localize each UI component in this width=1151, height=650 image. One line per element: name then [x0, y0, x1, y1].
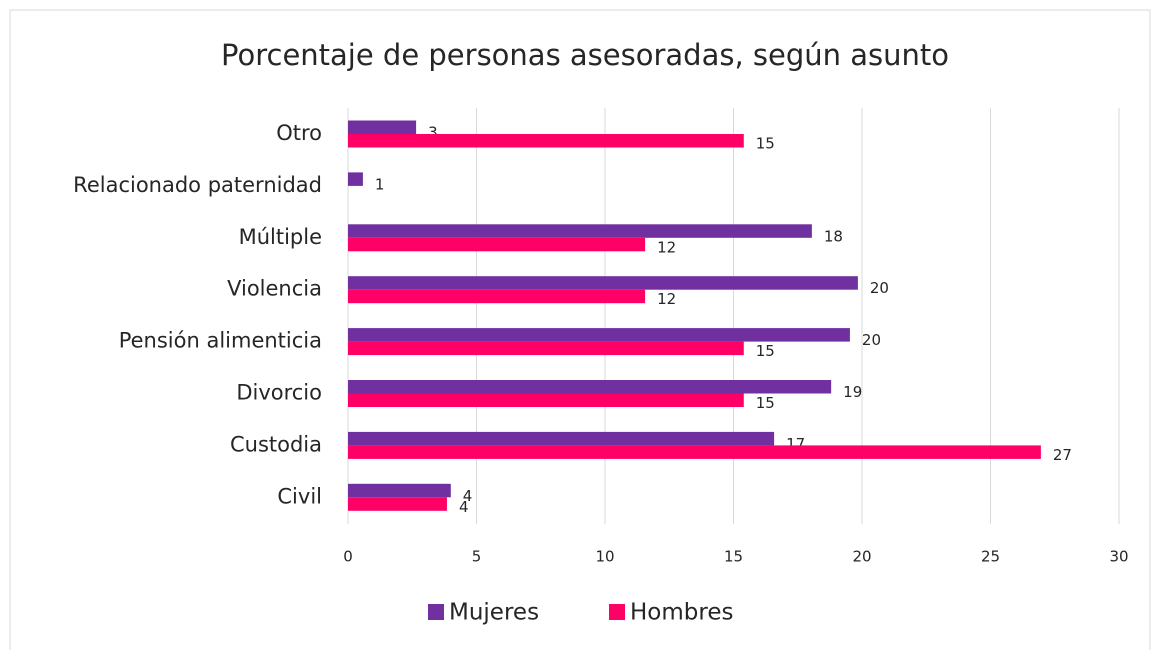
data-label: 20 — [870, 279, 889, 297]
legend-label: Hombres — [630, 600, 733, 626]
bar — [348, 237, 646, 252]
y-tick-label: Violencia — [227, 277, 322, 301]
data-label: 1 — [375, 175, 385, 193]
data-label: 12 — [657, 290, 676, 308]
bar — [348, 341, 744, 356]
data-label: 19 — [843, 383, 862, 401]
data-label: 27 — [1053, 446, 1072, 464]
bar — [348, 172, 363, 186]
y-tick-label: Custodia — [230, 432, 322, 456]
data-label: 4 — [463, 487, 473, 505]
bar — [348, 497, 447, 511]
bar — [348, 483, 451, 498]
data-label: 12 — [657, 238, 676, 256]
x-tick-label: 10 — [595, 548, 614, 566]
y-tick-label: Civil — [277, 484, 322, 508]
y-tick-label: Pensión alimenticia — [119, 329, 322, 353]
data-label: 15 — [756, 342, 775, 360]
data-label: 4 — [459, 498, 469, 516]
bar — [348, 380, 832, 394]
x-tick-label: 25 — [981, 548, 1000, 566]
y-tick-label: Relacionado paternidad — [73, 173, 322, 197]
bar — [348, 393, 744, 407]
x-tick-label: 20 — [852, 548, 871, 566]
x-tick-label: 5 — [472, 548, 482, 566]
y-tick-label: Otro — [276, 121, 322, 145]
data-label: 20 — [862, 331, 881, 349]
bar — [348, 134, 744, 148]
x-tick-label: 15 — [724, 548, 743, 566]
bar — [348, 445, 1041, 459]
bar — [348, 289, 646, 304]
y-tick-label: Divorcio — [236, 381, 322, 405]
bar — [348, 276, 858, 290]
data-label: 15 — [756, 394, 775, 412]
x-tick-label: 0 — [343, 548, 353, 566]
bar — [348, 431, 775, 446]
data-label: 3 — [428, 124, 438, 142]
bar — [348, 328, 850, 342]
chart-title: Porcentaje de personas asesoradas, según… — [221, 38, 949, 72]
data-label: 18 — [824, 227, 843, 245]
x-tick-label: 30 — [1109, 548, 1128, 566]
legend-label: Mujeres — [449, 600, 539, 626]
bar — [348, 120, 417, 134]
legend-swatch — [609, 604, 625, 620]
legend-swatch — [428, 604, 444, 620]
y-tick-label: Múltiple — [239, 225, 322, 249]
data-label: 15 — [756, 135, 775, 153]
bar — [348, 224, 812, 238]
